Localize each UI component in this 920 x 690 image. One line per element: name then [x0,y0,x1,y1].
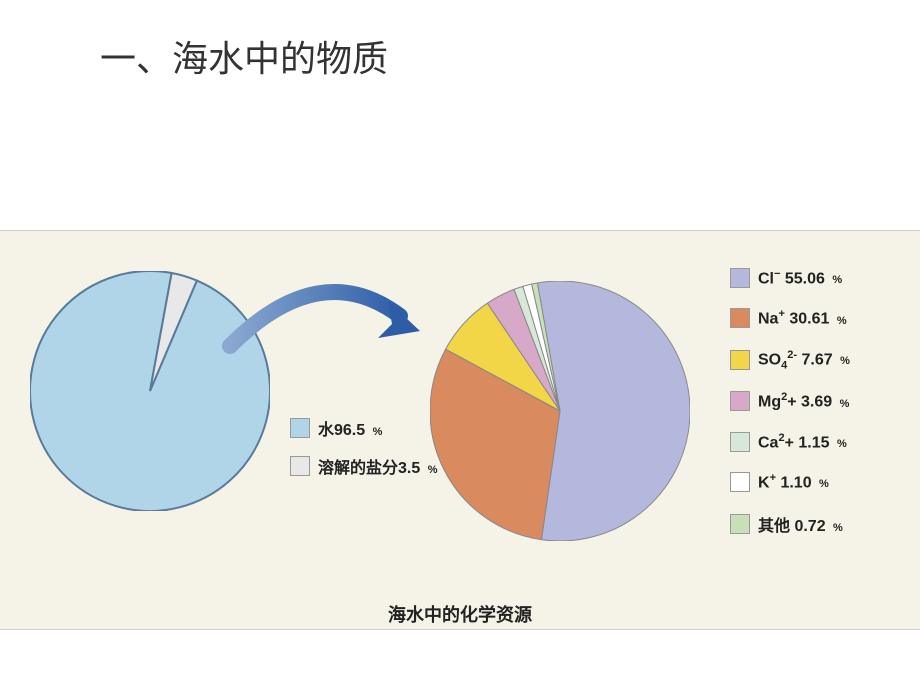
salt-legend: Cl− 55.06 % Na+ 30.61 % SO42- 7.67 % Mg2+ 3… [730,268,850,556]
legend-swatch [730,514,750,534]
legend-swatch [730,268,750,288]
legend-label: SO42- 7.67 % [758,349,850,372]
legend-label: K+ 1.10 % [758,472,829,492]
legend-item: 其他 0.72 % [730,512,850,536]
detail-arrow [220,266,440,356]
legend-swatch [730,391,750,411]
page-title: 一、海水中的物质 [100,30,388,82]
legend-swatch [290,456,310,476]
legend-item: Ca2+ 1.15 % [730,432,850,452]
legend-item: K+ 1.10 % [730,472,850,492]
salt-composition-pie [430,281,690,546]
legend-swatch [730,350,750,370]
legend-swatch [730,432,750,452]
legend-item: Na+ 30.61 % [730,308,850,328]
legend-label: Cl− 55.06 % [758,268,842,288]
legend-label: 溶解的盐分3.5 % [318,454,437,478]
legend-label: 其他 0.72 % [758,512,843,536]
legend-item: SO42- 7.67 % [730,349,850,372]
legend-item: Mg2+ 3.69 % [730,391,850,411]
chart-caption: 海水中的化学资源 [0,601,920,627]
legend-swatch [730,472,750,492]
legend-swatch [290,418,310,438]
legend-label: Ca2+ 1.15 % [758,432,847,452]
legend-swatch [730,308,750,328]
legend-item: 水96.5 % [290,416,437,440]
legend-item: Cl− 55.06 % [730,268,850,288]
legend-label: Na+ 30.61 % [758,308,847,328]
legend-label: 水96.5 % [318,416,382,440]
legend-label: Mg2+ 3.69 % [758,391,849,411]
legend-item: 溶解的盐分3.5 % [290,454,437,478]
seawater-legend: 水96.5 % 溶解的盐分3.5 % [290,416,437,492]
